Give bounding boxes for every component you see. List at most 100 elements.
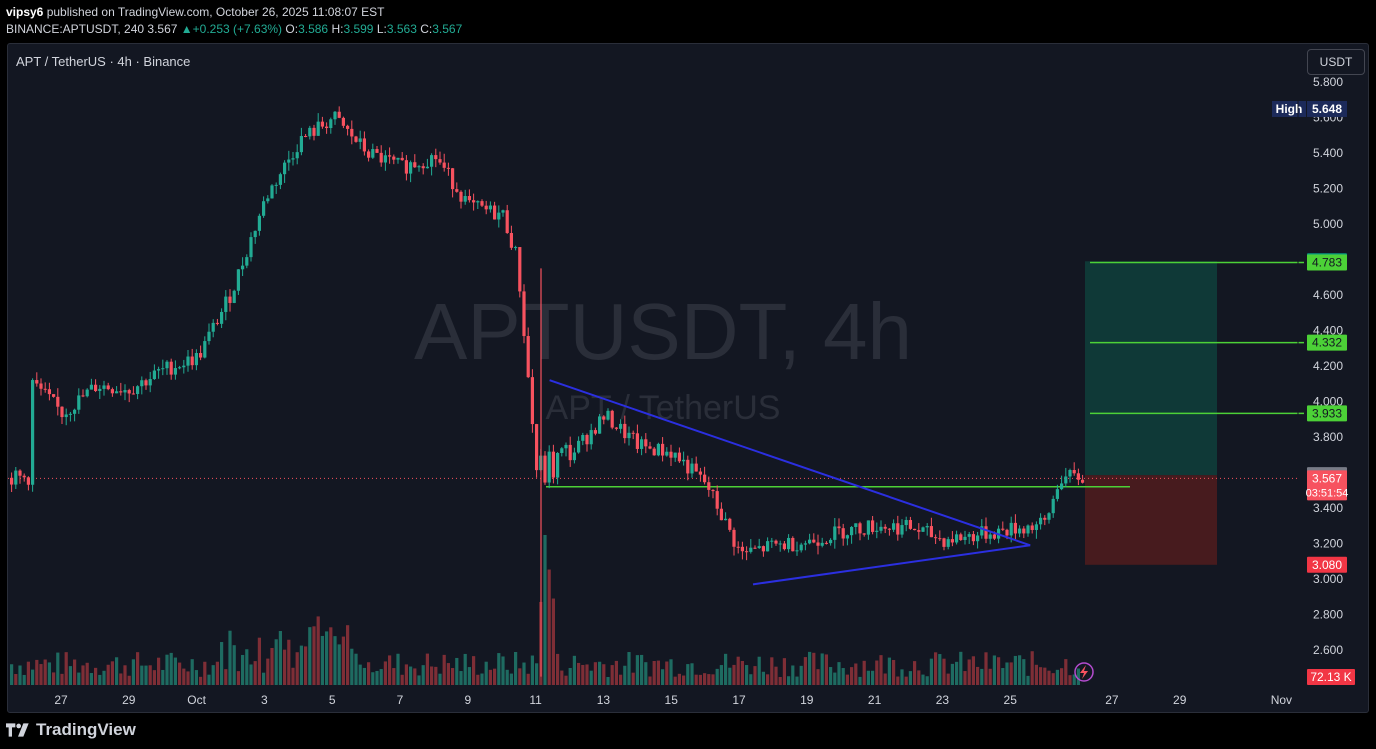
volume-bar xyxy=(757,656,761,685)
volume-bar xyxy=(199,676,203,685)
candle-body xyxy=(220,311,224,324)
candle-body xyxy=(602,416,606,420)
volume-bar xyxy=(589,670,593,685)
candle-body xyxy=(908,520,912,529)
volume-bar xyxy=(26,661,30,685)
candle-body xyxy=(883,526,887,529)
volume-bar xyxy=(921,674,925,685)
chart-symbol-title: APT / TetherUS · 4h · Binance xyxy=(16,54,191,69)
candle-body xyxy=(425,166,429,169)
volume-bar xyxy=(732,664,736,685)
profit-zone[interactable] xyxy=(1085,261,1217,476)
candle-body xyxy=(169,361,173,375)
tradingview-footer[interactable]: TradingView xyxy=(6,720,136,740)
triangle-upper-line[interactable] xyxy=(549,379,1031,547)
volume-bar xyxy=(333,636,337,685)
volume-bar xyxy=(917,670,921,685)
candle-body xyxy=(140,380,144,387)
candle-body xyxy=(18,470,22,476)
volume-bar xyxy=(215,661,219,685)
volume-bar xyxy=(715,668,719,685)
candle-body xyxy=(144,380,148,386)
volume-bar xyxy=(245,649,249,685)
volume-bar xyxy=(976,666,980,685)
volume-bar xyxy=(110,661,114,685)
candle-body xyxy=(875,530,879,532)
price-label-text: 3.567 xyxy=(1312,471,1342,485)
candle-body xyxy=(732,529,736,547)
candle-body xyxy=(35,380,39,384)
price-label-text: 4.783 xyxy=(1312,256,1342,270)
candle-body xyxy=(178,367,182,369)
volume-bar xyxy=(736,656,740,685)
candle-body xyxy=(778,543,782,545)
volume-bar xyxy=(228,630,232,685)
volume-bar xyxy=(505,669,509,685)
volume-bar xyxy=(509,673,513,685)
candle-body xyxy=(866,520,870,535)
candle-body xyxy=(812,539,816,543)
volume-bar xyxy=(257,637,261,685)
candle-body xyxy=(518,247,522,292)
currency-button[interactable]: USDT xyxy=(1307,49,1365,75)
candle-body xyxy=(661,443,665,456)
volume-bar xyxy=(778,676,782,685)
volume-bar xyxy=(64,652,68,685)
volume-bar xyxy=(476,674,480,685)
volume-bar xyxy=(81,665,85,685)
volume-bar xyxy=(190,659,194,685)
triangle-lower-line[interactable] xyxy=(752,544,1031,586)
author-name[interactable]: vipsy6 xyxy=(6,5,44,19)
candle-body xyxy=(900,525,904,535)
volume-bar xyxy=(581,664,585,685)
chart-panel[interactable]: APTUSDT, 4h APT / TetherUS 5.800 5.600 5.400… xyxy=(7,43,1369,713)
volume-bar xyxy=(304,646,308,685)
candle-body xyxy=(228,296,232,303)
candle-body xyxy=(102,385,106,389)
candle-body xyxy=(556,453,560,478)
volume-bar xyxy=(152,670,156,685)
price-label-level: 4.783 xyxy=(1307,254,1347,271)
candle-body xyxy=(858,523,862,534)
candle-body xyxy=(577,440,581,453)
candle-body xyxy=(480,201,484,206)
y-tick-label: 2.600 xyxy=(1313,643,1343,657)
candle-body xyxy=(438,159,442,163)
volume-bar xyxy=(14,673,18,685)
volume-bar xyxy=(442,654,446,685)
symbol-label: BINANCE:APTUSDT, 240 xyxy=(6,22,145,36)
candle-body xyxy=(845,535,849,539)
lightning-icon[interactable] xyxy=(1074,662,1094,682)
volume-bar xyxy=(879,655,883,685)
candle-body xyxy=(703,474,707,483)
x-tick-label: 9 xyxy=(464,693,471,707)
x-tick-label: 19 xyxy=(800,693,814,707)
candle-body xyxy=(535,424,539,471)
candle-body xyxy=(304,136,308,138)
volume-bar xyxy=(1030,651,1034,685)
candle-body xyxy=(740,546,744,552)
candle-body xyxy=(173,368,177,375)
volume-bar xyxy=(421,665,425,685)
candle-body xyxy=(652,448,656,456)
volume-bar xyxy=(119,673,123,685)
volume-bar xyxy=(77,672,81,685)
candle-body xyxy=(547,451,551,483)
candle-body xyxy=(610,410,614,428)
volume-bar xyxy=(950,663,954,685)
price-change: +0.253 (+7.63%) xyxy=(192,22,283,36)
candle-body xyxy=(409,162,413,174)
volume-bar xyxy=(39,664,43,685)
candle-body xyxy=(673,452,677,458)
volume-bar xyxy=(963,671,967,685)
candle-body xyxy=(85,389,89,397)
volume-bar xyxy=(774,666,778,685)
candle-body xyxy=(350,128,354,137)
candle-body xyxy=(249,237,253,258)
loss-zone[interactable] xyxy=(1085,475,1217,565)
candle-body xyxy=(388,155,392,157)
volume-bar xyxy=(514,651,518,685)
volume-bar xyxy=(316,616,320,685)
candle-body xyxy=(841,528,845,539)
